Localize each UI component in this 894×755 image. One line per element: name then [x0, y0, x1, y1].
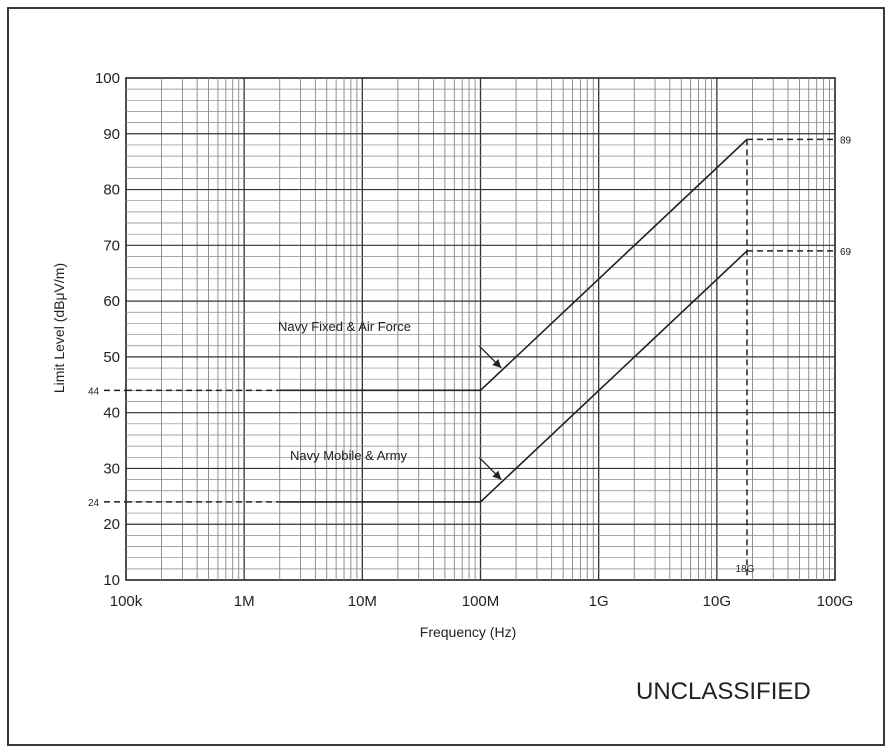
- x-tick-label: 10G: [703, 593, 731, 610]
- x-tick-label: 1G: [589, 593, 609, 610]
- y-tick-label: 80: [103, 182, 120, 199]
- x-tick-label: 10M: [348, 593, 377, 610]
- series-arrowhead: [492, 470, 502, 480]
- x-tick-label: 100G: [817, 593, 854, 610]
- chart-frame: [7, 7, 885, 746]
- marker-label: 18G: [736, 564, 755, 575]
- series-label: Navy Mobile & Army: [290, 448, 408, 463]
- x-tick-label: 100M: [462, 593, 500, 610]
- y-tick-label: 10: [103, 572, 120, 589]
- level-annotation: 24: [88, 498, 100, 509]
- y-tick-label: 100: [95, 70, 120, 87]
- x-tick-label: 100k: [110, 593, 143, 610]
- y-tick-label: 30: [103, 460, 120, 477]
- y-tick-label: 90: [103, 126, 120, 143]
- x-axis-title: Frequency (Hz): [420, 624, 516, 640]
- y-axis-title: Limit Level (dBμV/m): [51, 263, 67, 393]
- series-line: [279, 138, 748, 392]
- series-arrowhead: [492, 359, 502, 369]
- tick-labels: 100k 1M 10M 100M 1G 10G 100G 10 20 30 40 50 60 70 80 90…: [95, 70, 853, 610]
- level-annotation: 89: [840, 135, 852, 146]
- series-lines: [126, 138, 835, 580]
- y-tick-label: 40: [103, 405, 120, 422]
- y-tick-label: 20: [103, 516, 120, 533]
- series-line: [279, 250, 748, 503]
- grid: [125, 77, 836, 581]
- x-tick-label: 1M: [234, 593, 255, 610]
- series-label: Navy Fixed & Air Force: [278, 319, 411, 334]
- y-tick-label: 70: [103, 237, 120, 254]
- y-tick-label: 50: [103, 349, 120, 366]
- level-annotation: 44: [88, 386, 100, 397]
- level-annotation: 69: [840, 247, 852, 258]
- y-tick-label: 60: [103, 293, 120, 310]
- annotations: Navy Fixed & Air Force Navy Mobile & Army…: [88, 135, 852, 575]
- classification-label: UNCLASSIFIED: [636, 678, 811, 705]
